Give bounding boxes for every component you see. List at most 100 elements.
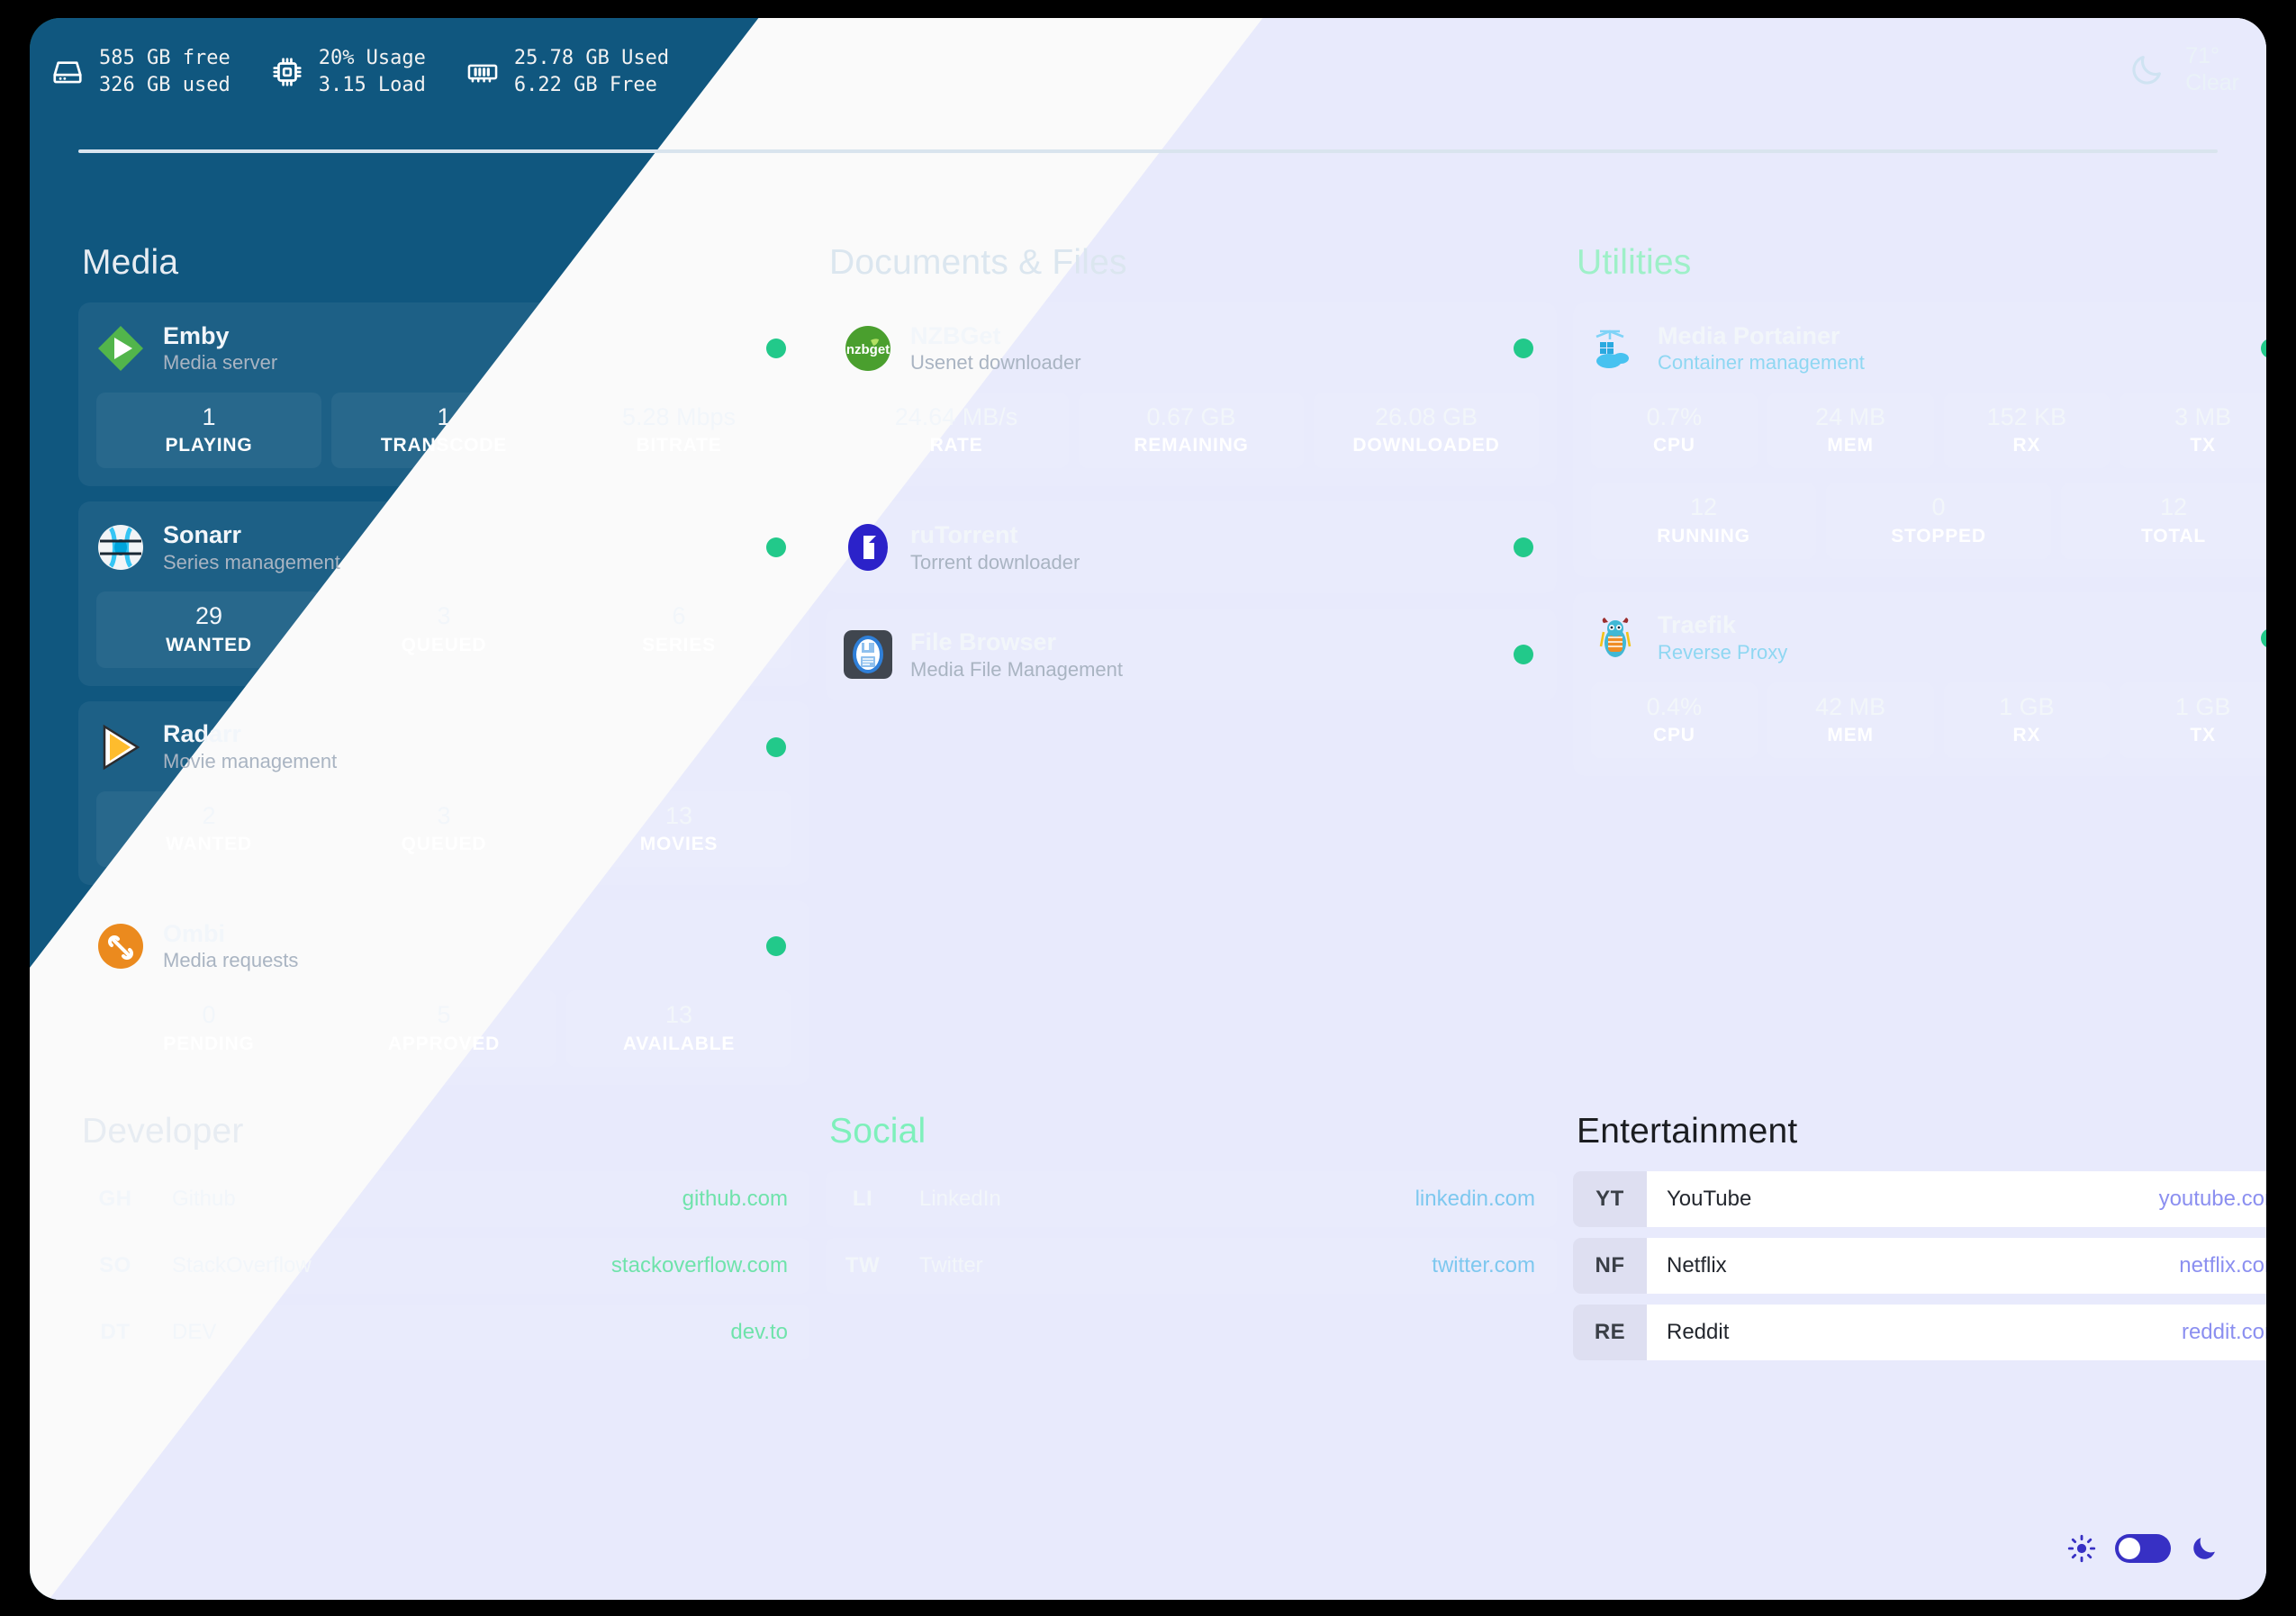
bookmark-abbr: GH <box>78 1171 152 1227</box>
card-stat-value: 0.4% <box>1646 692 1703 720</box>
card-stat-value: 1 GB <box>2174 692 2231 720</box>
rutorrent-icon <box>844 523 892 572</box>
moon-icon[interactable] <box>2189 1533 2219 1564</box>
card-stat: 3 QUEUED <box>331 591 556 668</box>
card-stat-value: 13 <box>664 801 693 829</box>
card-stat-value: 3 MB <box>2174 403 2232 430</box>
card-stat-label: WANTED <box>166 834 252 855</box>
card-stat-value: 26.08 GB <box>1374 403 1478 430</box>
card-stat-label: RUNNING <box>1657 525 1750 546</box>
service-card[interactable]: File Browser Media File Management <box>826 609 1557 701</box>
bookmark-link[interactable]: GH Github github.com <box>78 1171 809 1227</box>
hard-drive-icon <box>50 55 85 89</box>
card-stat: 0 STOPPED <box>1826 483 2051 559</box>
weather-temperature: 71° <box>2185 43 2220 68</box>
bookmark-name: Netflix <box>1667 1253 1727 1277</box>
ombi-icon <box>96 922 145 971</box>
service-card[interactable]: Radarr Movie management 2 WANTED 3 QUEUED 13 MO… <box>78 700 809 886</box>
service-card[interactable]: ruTorrent Torrent downloader <box>826 501 1557 594</box>
service-card[interactable]: Sonarr Series management 29 WANTED 3 QUEUED 6 S… <box>78 501 809 686</box>
card-stat: 152 KB RX <box>1943 393 2111 469</box>
bookmark-body: DEV dev.to <box>152 1305 809 1360</box>
service-name: Ombi <box>163 919 226 947</box>
card-stat: 42 MB MEM <box>1767 682 1934 759</box>
card-stat: 0.67 GB REMAINING <box>1079 393 1304 469</box>
card-stat-label: TOTAL <box>2140 525 2207 546</box>
service-card-header: Media Portainer Container management <box>1591 319 2266 378</box>
card-stat-value: 2 <box>202 801 216 829</box>
bookmark-body: StackOverflow stackoverflow.com <box>152 1238 809 1294</box>
service-name: File Browser <box>910 627 1057 655</box>
sonarr-icon <box>96 523 145 572</box>
service-card[interactable]: Emby Media server 1 PLAYING 1 TRANSCODE 5.28 M… <box>78 302 809 487</box>
bookmark-link[interactable]: RE Reddit reddit.com <box>1573 1305 2266 1360</box>
bookmark-abbr: TW <box>826 1238 899 1294</box>
service-subtitle: Movie management <box>163 750 338 773</box>
card-stat-value: 12 <box>2159 493 2188 521</box>
bookmark-name: DEV <box>172 1320 217 1344</box>
bookmark-link[interactable]: TW Twitter twitter.com <box>826 1238 1557 1294</box>
service-card[interactable]: Media Portainer Container management 0.7% C… <box>1573 302 2266 577</box>
service-name: Emby <box>163 321 230 349</box>
bookmark-body: Github github.com <box>152 1171 809 1227</box>
moon-icon <box>2128 51 2165 89</box>
card-stat-label: DOWNLOADED <box>1352 435 1500 456</box>
bookmark-url: github.com <box>682 1187 788 1211</box>
card-stat-label: TX <box>2190 725 2216 746</box>
svg-text:nzbget: nzbget <box>846 342 890 357</box>
service-card[interactable]: Ombi Media requests 0 PENDING 5 APPROVED 13 AVA… <box>78 900 809 1085</box>
column-media: Media Emby Media server 1 PLAYING 1 TRANSCODE 5… <box>78 243 809 1100</box>
card-stat: 24 MB MEM <box>1767 393 1934 469</box>
section-title-entertainment: Entertainment <box>1577 1112 1798 1151</box>
bookmark-link[interactable]: SO StackOverflow stackoverflow.com <box>78 1238 809 1294</box>
card-stat-value: 1 <box>202 403 216 430</box>
card-stat-label: MEM <box>1827 725 1874 746</box>
column-social: Social LI LinkedIn linkedin.com TW Twitter twi… <box>826 1112 1557 1371</box>
system-stat-memory-text: 25.78 GB Used 6.22 GB Free <box>513 47 670 97</box>
system-stat-cpu: 20% Usage 3.15 Load <box>270 45 426 100</box>
nzbget-icon: nzbget <box>844 324 892 373</box>
service-card-header: ruTorrent Torrent downloader <box>844 518 1539 577</box>
card-stat-label: PLAYING <box>165 435 253 456</box>
section-title-documents: Documents & Files <box>829 243 1127 282</box>
card-stat-row: 1 PLAYING 1 TRANSCODE 5.28 Mbps BITRATE <box>96 393 791 469</box>
bookmark-body: Twitter twitter.com <box>899 1238 1557 1294</box>
card-stat-label: RATE <box>929 435 983 456</box>
service-card[interactable]: nzbget NZBGet Usenet downloader 24.64 MB/s R… <box>826 302 1557 487</box>
column-documents: Documents & Files nzbget NZBGet Usenet down… <box>826 243 1557 1100</box>
card-stat-value: 1 GB <box>1999 692 2055 720</box>
card-stat-row: 2 WANTED 3 QUEUED 13 MOVIES <box>96 790 791 868</box>
card-stat-label: CPU <box>1653 435 1695 456</box>
bookmark-url: reddit.com <box>2181 1320 2266 1344</box>
service-card-header: Radarr Movie management <box>96 718 791 777</box>
card-stat: 29 WANTED <box>96 591 321 668</box>
bookmark-abbr: NF <box>1573 1238 1647 1294</box>
sun-icon[interactable] <box>2066 1533 2097 1564</box>
bookmark-name: LinkedIn <box>919 1187 1001 1211</box>
service-card[interactable]: Traefik Reverse Proxy 0.4% CPU 42 MB MEM 1 GB R… <box>1573 591 2266 777</box>
card-stat-label: RX <box>2012 435 2041 456</box>
card-stat: 12 RUNNING <box>1591 483 1816 559</box>
card-stat-label: AVAILABLE <box>622 1033 736 1054</box>
bookmark-link[interactable]: NF Netflix netflix.com <box>1573 1238 2266 1294</box>
bookmark-link[interactable]: YT YouTube youtube.com <box>1573 1171 2266 1227</box>
theme-toggle-switch[interactable] <box>2115 1534 2171 1563</box>
system-stat-disk-text: 585 GB free 326 GB used <box>99 47 231 97</box>
section-title-social: Social <box>829 1112 927 1151</box>
theme-toggle[interactable] <box>2066 1533 2219 1564</box>
bookmark-link[interactable]: DT DEV dev.to <box>78 1305 809 1360</box>
radarr-icon <box>96 723 145 772</box>
cpu-icon <box>270 55 304 89</box>
bookmark-abbr: YT <box>1573 1171 1647 1227</box>
card-stat: 6 SERIES <box>566 591 791 668</box>
theme-toggle-knob[interactable] <box>2119 1538 2140 1559</box>
bookmark-url: stackoverflow.com <box>610 1253 788 1277</box>
bookmark-link[interactable]: LI LinkedIn linkedin.com <box>826 1171 1557 1227</box>
card-stat-label: TRANSCODE <box>380 435 508 456</box>
traefik-icon <box>1591 614 1640 663</box>
system-stats-bar: 585 GB free 326 GB used 20% Usage 3.15 L… <box>50 45 669 100</box>
bookmark-abbr: LI <box>826 1171 899 1227</box>
status-indicator-dot <box>766 537 786 558</box>
card-stat-label: STOPPED <box>1891 525 1986 546</box>
service-subtitle: Series management <box>163 550 340 573</box>
